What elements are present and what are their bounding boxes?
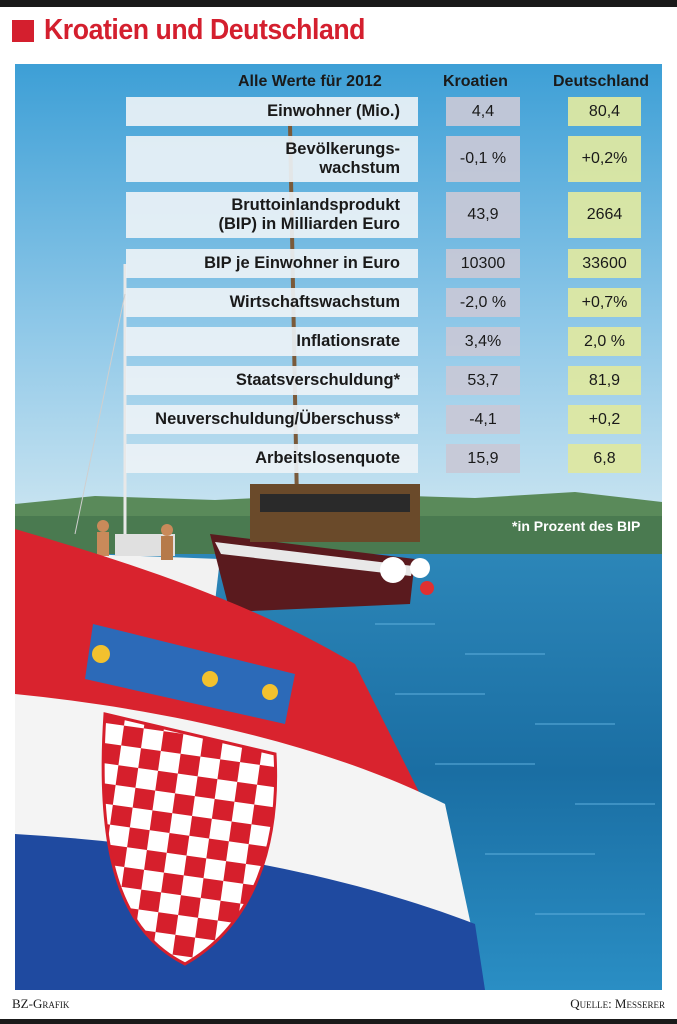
kroatien-value: 43,9 xyxy=(446,192,520,238)
row-label: Inflationsrate xyxy=(126,327,418,356)
deutschland-value: 6,8 xyxy=(568,444,641,473)
credit-graphic: BZ-Grafik xyxy=(12,996,70,1011)
deutschland-value: 2664 xyxy=(568,192,641,238)
kroatien-value: 15,9 xyxy=(446,444,520,473)
deutschland-value: 2,0 % xyxy=(568,327,641,356)
deutschland-value: +0,2% xyxy=(568,136,641,182)
title-marker xyxy=(12,20,34,42)
kroatien-value: -4,1 xyxy=(446,405,520,434)
chart-title: Kroatien und Deutschland xyxy=(44,14,366,46)
deutschland-value: +0,2 xyxy=(568,405,641,434)
header-deutschland: Deutschland xyxy=(553,73,650,90)
row-label: Staatsverschuldung* xyxy=(126,366,418,395)
row-label: Bevölkerungs- wachstum xyxy=(126,136,418,182)
kroatien-value: -0,1 % xyxy=(446,136,520,182)
row-label: Arbeitslosenquote xyxy=(126,444,418,473)
kroatien-value: -2,0 % xyxy=(446,288,520,317)
top-rule xyxy=(0,0,677,7)
deutschland-value: 80,4 xyxy=(568,97,641,126)
row-label: Bruttoinlandsprodukt (BIP) in Milliarden… xyxy=(126,192,418,238)
deutschland-value: +0,7% xyxy=(568,288,641,317)
header-kroatien: Kroatien xyxy=(443,73,508,90)
footnote: *in Prozent des BIP xyxy=(512,518,641,534)
kroatien-value: 53,7 xyxy=(446,366,520,395)
row-label: Neuverschuldung/Überschuss* xyxy=(126,405,418,434)
row-label: Wirtschaftswachstum xyxy=(126,288,418,317)
kroatien-value: 3,4% xyxy=(446,327,520,356)
header-label: Alle Werte für 2012 xyxy=(238,73,382,90)
bottom-rule xyxy=(0,1019,677,1024)
kroatien-value: 10300 xyxy=(446,249,520,278)
kroatien-value: 4,4 xyxy=(446,97,520,126)
credit-source: Quelle: Messerer xyxy=(570,996,665,1011)
row-label: Einwohner (Mio.) xyxy=(126,97,418,126)
row-label: BIP je Einwohner in Euro xyxy=(126,249,418,278)
deutschland-value: 33600 xyxy=(568,249,641,278)
deutschland-value: 81,9 xyxy=(568,366,641,395)
